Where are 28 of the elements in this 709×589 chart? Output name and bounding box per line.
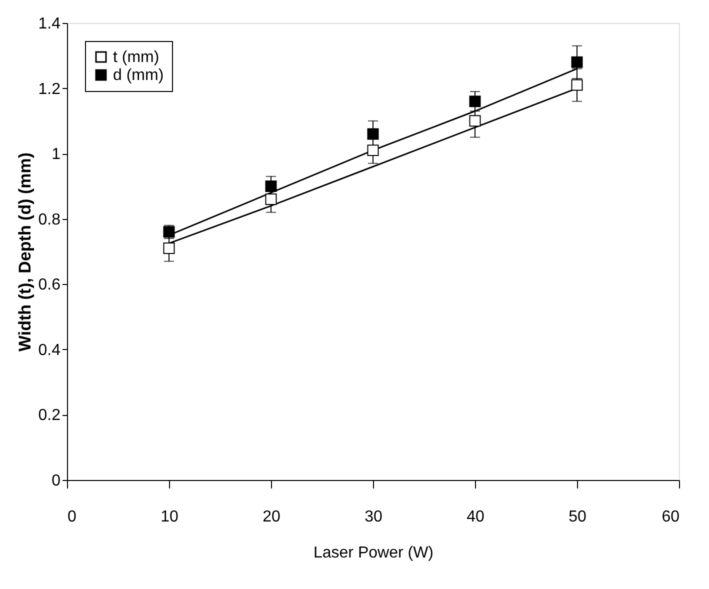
y-tick-label: 0.8 [38, 211, 61, 228]
y-tick-label: 0.2 [38, 407, 61, 424]
x-tick-label: 30 [364, 508, 382, 526]
legend-label: t (mm) [113, 49, 160, 66]
x-tick-label: 0 [68, 508, 76, 526]
y-tick-label: 0.6 [38, 276, 61, 294]
x-tick-label: 40 [466, 508, 484, 526]
x-tick-label: 20 [262, 508, 280, 526]
y-tick-label: 1.2 [38, 80, 61, 98]
y-tick-label: 1.4 [38, 16, 61, 32]
x-tick-label: 60 [662, 508, 680, 526]
point [367, 144, 379, 156]
point [469, 115, 481, 127]
point [265, 194, 277, 206]
legend-label: d (mm) [113, 67, 164, 84]
y-axis-title: Width (t), Depth (d) (mm) [15, 152, 34, 352]
point [469, 96, 481, 108]
point [163, 242, 175, 254]
x-axis-title: Laser Power (W) [313, 544, 434, 562]
y-tick-label: 1 [52, 146, 61, 164]
point [571, 79, 583, 91]
point [265, 180, 277, 192]
x-tick-label: 10 [160, 508, 178, 526]
x-tick-label: 50 [568, 508, 586, 526]
y-tick-label: 0.4 [38, 342, 61, 359]
point [367, 128, 379, 140]
point [571, 56, 583, 68]
y-tick-label: 0 [52, 472, 61, 490]
